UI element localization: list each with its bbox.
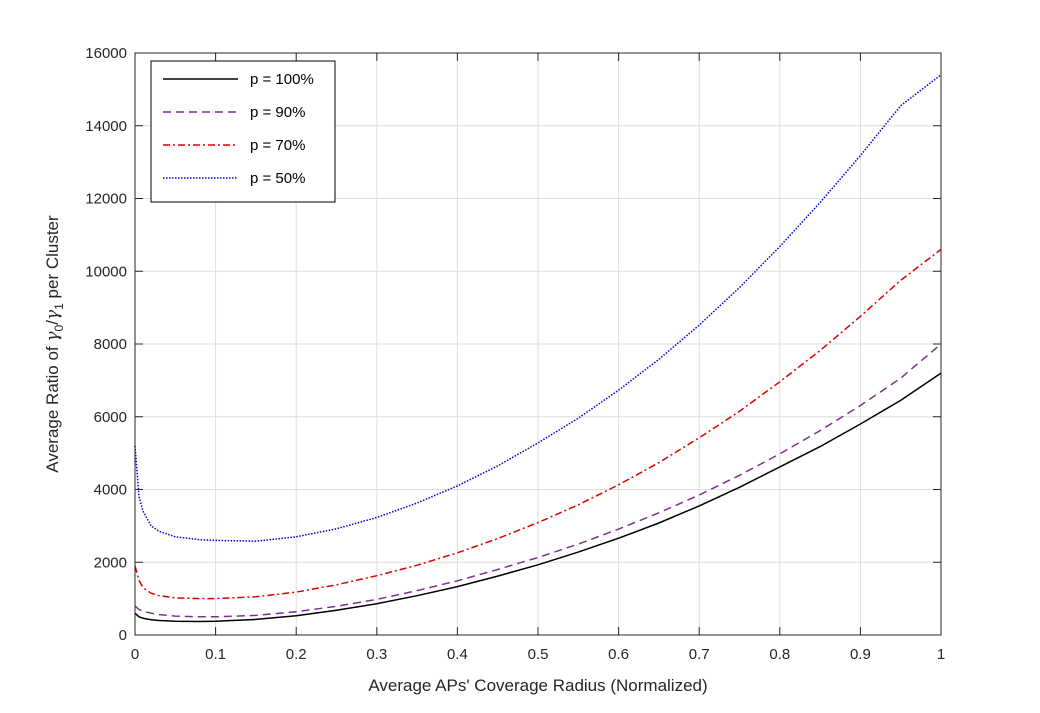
legend: p = 100% p = 90% p = 70% p = 50% [150,60,336,203]
legend-label-4: p = 50% [250,170,305,187]
y-tick-label: 12000 [85,191,127,208]
x-tick-label: 0.6 [608,646,629,663]
y-tick-label: 0 [119,627,127,644]
y-tick-label: 8000 [94,336,127,353]
x-tick-label: 1 [937,646,945,663]
y-tick-label: 6000 [94,409,127,426]
series-group [134,74,942,623]
series-line-4 [134,74,942,542]
x-tick-label: 0 [131,646,139,663]
legend-label-1: p = 100% [250,71,314,88]
series-line-1 [134,372,942,623]
x-tick-label: 0.3 [366,646,387,663]
x-tick-label: 0.5 [528,646,549,663]
x-tick-label: 0.4 [447,646,468,663]
y-tick-label: 16000 [85,45,127,62]
y-tick-label: 2000 [94,554,127,571]
series-line-2 [134,343,942,618]
y-tick-label: 14000 [85,118,127,135]
y-tick-label: 10000 [85,263,127,280]
y-tick-label: 4000 [94,482,127,499]
legend-label-2: p = 90% [250,104,305,121]
y-axis-label: Average Ratio of γ0/γ1 per Cluster [43,215,66,473]
x-tick-label: 0.1 [205,646,226,663]
legend-label-3: p = 70% [250,137,305,154]
x-tick-label: 0.8 [769,646,790,663]
x-tick-label: 0.7 [689,646,710,663]
ticks [134,52,942,636]
x-axis-label: Average APs' Coverage Radius (Normalized… [368,676,707,695]
x-tick-label: 0.9 [850,646,871,663]
x-tick-label: 0.2 [286,646,307,663]
tick-labels: 0 0.1 0.2 0.3 0.4 0.5 0.6 0.7 0.8 0.9 1 0 2000 4000 60… [85,45,945,663]
grid [135,53,941,635]
